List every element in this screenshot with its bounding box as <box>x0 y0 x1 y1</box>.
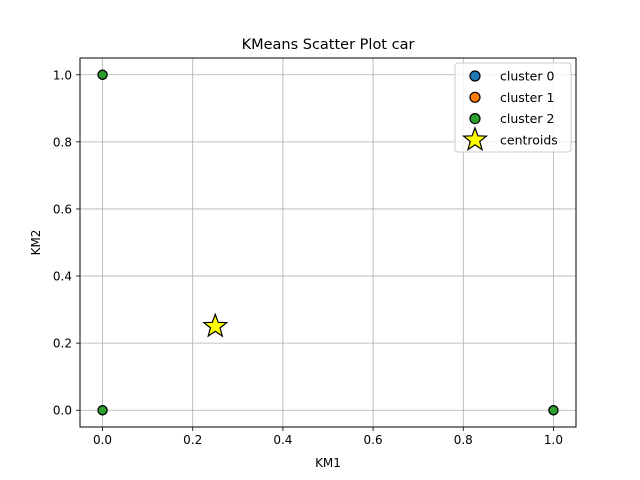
y-tick-label: 0.4 <box>53 270 72 284</box>
legend-label: cluster 2 <box>500 111 554 126</box>
legend-box <box>454 62 572 153</box>
legend: cluster 0 cluster 1 cluster 2 centroids <box>454 62 572 153</box>
centroid-star <box>202 312 229 338</box>
x-tick-label: 1.0 <box>544 433 563 447</box>
y-tick-label: 0.6 <box>53 202 72 216</box>
x-tick-label: 0.4 <box>273 433 292 447</box>
legend-cluster-0-marker <box>469 70 481 82</box>
x-tick-label: 0.2 <box>183 433 202 447</box>
x-axis-label: KM1 <box>315 456 341 470</box>
plot-frame <box>79 57 577 428</box>
y-axis-label: KM2 <box>29 230 43 256</box>
x-tick-label: 0.6 <box>364 433 383 447</box>
data-points <box>97 69 559 416</box>
y-tick-label: 1.0 <box>53 68 72 82</box>
legend-label: cluster 1 <box>500 90 554 105</box>
legend-label: centroids <box>500 132 558 147</box>
y-tick-label: 0.2 <box>53 337 72 351</box>
legend-centroid-marker <box>461 126 489 152</box>
x-tick-label: 0.8 <box>454 433 473 447</box>
legend-cluster-2-marker <box>469 112 481 125</box>
x-tick-label: 0.0 <box>93 433 112 447</box>
y-tick-label: 0.0 <box>53 404 72 418</box>
chart-title: KMeans Scatter Plot car <box>242 37 415 53</box>
x-axis-ticks: 0.0 0.2 0.4 0.6 0.8 1.0 <box>93 427 563 447</box>
cluster-2-point <box>548 405 559 416</box>
cluster-2-point <box>97 69 108 80</box>
cluster-2-point <box>97 405 108 416</box>
y-axis-ticks: 0.0 0.2 0.4 0.6 0.8 1.0 <box>53 68 80 418</box>
y-tick-label: 0.8 <box>53 135 72 149</box>
legend-cluster-1-marker <box>469 91 481 103</box>
legend-label: cluster 0 <box>500 69 554 84</box>
